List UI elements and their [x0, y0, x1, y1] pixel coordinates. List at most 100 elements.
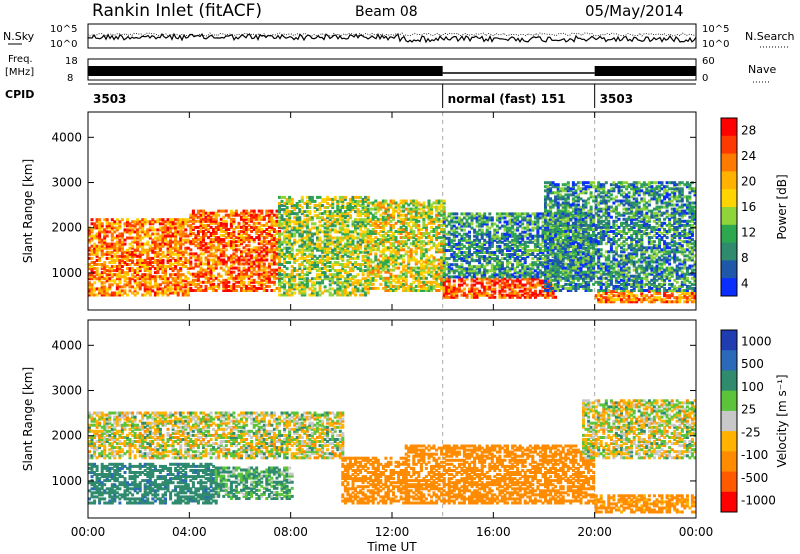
power-cell [219, 225, 223, 229]
power-cell [440, 274, 444, 278]
power-cell [199, 238, 203, 242]
power-cell [110, 236, 114, 240]
power-cell [166, 265, 170, 268]
power-cell [174, 285, 178, 289]
power-cell [232, 234, 236, 238]
power-cell [280, 277, 284, 281]
power-cell [278, 224, 281, 228]
power-cell [295, 226, 299, 230]
power-cell [90, 267, 94, 271]
power-cell [237, 262, 241, 266]
power-cell [245, 228, 249, 231]
power-cell [126, 267, 129, 271]
power-cell [133, 250, 137, 254]
power-cell [108, 271, 112, 275]
power-cell [110, 234, 114, 238]
power-cell [202, 236, 205, 240]
power-cell [186, 224, 190, 228]
power-cell [161, 287, 165, 291]
power-cell [146, 273, 150, 277]
power-cell [245, 236, 249, 240]
power-cell [267, 225, 271, 229]
power-cell [222, 286, 226, 290]
power-cell [184, 283, 188, 287]
power-cell [224, 223, 228, 227]
power-cell [128, 224, 132, 228]
power-cell [90, 230, 94, 234]
power-cell [166, 277, 170, 281]
power-cell [500, 285, 504, 289]
power-cell [470, 293, 474, 297]
power-cell [219, 260, 223, 264]
power-cell [118, 285, 122, 289]
power-cell [161, 228, 165, 232]
power-cell [98, 222, 102, 226]
power-cell [240, 242, 243, 246]
power-cell [115, 222, 119, 226]
power-cell [207, 246, 211, 250]
power-cell [196, 254, 200, 258]
power-cell [120, 289, 124, 293]
power-cell [153, 281, 157, 285]
power-cell [120, 256, 124, 260]
power-cell [462, 255, 466, 259]
power-cell [161, 230, 165, 234]
power-cell [171, 252, 175, 256]
power-cell [204, 250, 208, 254]
power-cell [516, 275, 520, 279]
power-cell [191, 272, 195, 276]
power-cell [90, 291, 94, 295]
power-cell [179, 277, 183, 281]
power-cell [447, 236, 451, 240]
power-cell [171, 234, 175, 238]
power-cell [93, 263, 97, 266]
power-cell [118, 220, 122, 224]
power-cell [229, 232, 233, 235]
power-cell [250, 230, 254, 233]
power-cell [247, 228, 251, 231]
power-cell [108, 244, 112, 248]
power-cell [272, 221, 276, 225]
power-cell [280, 281, 284, 285]
power-cell [174, 246, 178, 250]
power-cell [257, 280, 261, 284]
power-cell [156, 250, 160, 254]
power-cell [169, 242, 173, 246]
power-cell [199, 266, 203, 270]
power-cell [93, 246, 97, 250]
power-cell [93, 267, 97, 271]
power-cell [136, 222, 140, 226]
power-cell [234, 248, 238, 252]
power-cell [538, 226, 542, 230]
power-cell [110, 238, 114, 242]
power-cell [138, 224, 142, 228]
power-cell [164, 230, 167, 234]
power-cell [300, 195, 304, 199]
power-cell [240, 254, 243, 258]
power-cell [209, 219, 213, 223]
power-cell [478, 212, 482, 216]
power-cell [181, 220, 185, 224]
power-cell [516, 212, 520, 216]
power-cell [222, 268, 226, 272]
power-cell [260, 284, 264, 288]
power-cell [141, 273, 145, 277]
power-cell [131, 269, 135, 273]
power-cell [118, 269, 122, 273]
power-cell [176, 275, 180, 279]
power-cell [207, 230, 211, 233]
power-cell [229, 236, 233, 240]
power-cell [240, 272, 243, 276]
power-cell [272, 234, 276, 238]
power-cell [250, 289, 254, 292]
power-cell [179, 250, 183, 254]
power-cell [148, 222, 152, 226]
power-cell [356, 263, 360, 266]
power-cell [462, 291, 466, 295]
power-cell [133, 238, 137, 242]
power-cell [280, 208, 284, 212]
power-cell [227, 276, 231, 280]
power-cell [204, 215, 208, 219]
power-cell [250, 274, 254, 278]
power-cell [245, 289, 249, 292]
